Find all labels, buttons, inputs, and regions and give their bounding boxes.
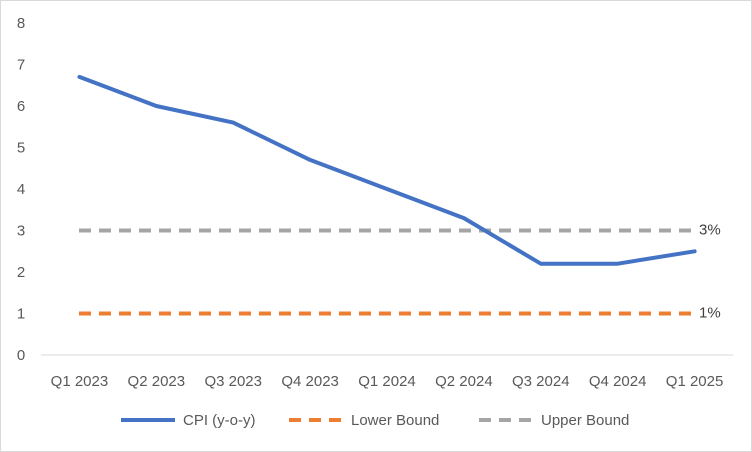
y-tick-label: 6 xyxy=(17,98,25,115)
reference-end-label: 3% xyxy=(699,222,721,239)
plot-series xyxy=(77,74,697,316)
y-tick-label: 5 xyxy=(17,140,25,157)
y-tick-label: 4 xyxy=(17,181,25,198)
y-tick-label: 8 xyxy=(17,15,25,32)
x-tick-label: Q3 2023 xyxy=(204,373,262,390)
y-tick-label: 7 xyxy=(17,57,25,74)
y-tick-label: 2 xyxy=(17,264,25,281)
y-tick-label: 0 xyxy=(17,347,25,364)
reference-labels: 1% 3% xyxy=(699,222,721,322)
y-axis: 0 1 2 3 4 5 6 7 8 xyxy=(17,15,25,364)
legend: CPI (y-o-y) Lower Bound Upper Bound xyxy=(121,412,629,429)
x-tick-label: Q3 2024 xyxy=(512,373,570,390)
series-line-cpi-y-o-y xyxy=(77,74,697,266)
legend-label: Lower Bound xyxy=(351,412,439,429)
x-tick-label: Q4 2024 xyxy=(589,373,647,390)
y-tick-label: 1 xyxy=(17,306,25,323)
x-axis: Q1 2023 Q2 2023 Q3 2023 Q4 2023 Q1 2024 Q2 20… xyxy=(51,373,724,390)
legend-label: CPI (y-o-y) xyxy=(183,412,256,429)
x-tick-label: Q1 2025 xyxy=(666,373,724,390)
x-tick-label: Q4 2023 xyxy=(281,373,339,390)
x-tick-label: Q2 2023 xyxy=(128,373,186,390)
x-tick-label: Q2 2024 xyxy=(435,373,493,390)
reference-end-label: 1% xyxy=(699,305,721,322)
y-tick-label: 3 xyxy=(17,223,25,240)
x-tick-label: Q1 2024 xyxy=(358,373,416,390)
legend-label: Upper Bound xyxy=(541,412,629,429)
x-tick-label: Q1 2023 xyxy=(51,373,109,390)
